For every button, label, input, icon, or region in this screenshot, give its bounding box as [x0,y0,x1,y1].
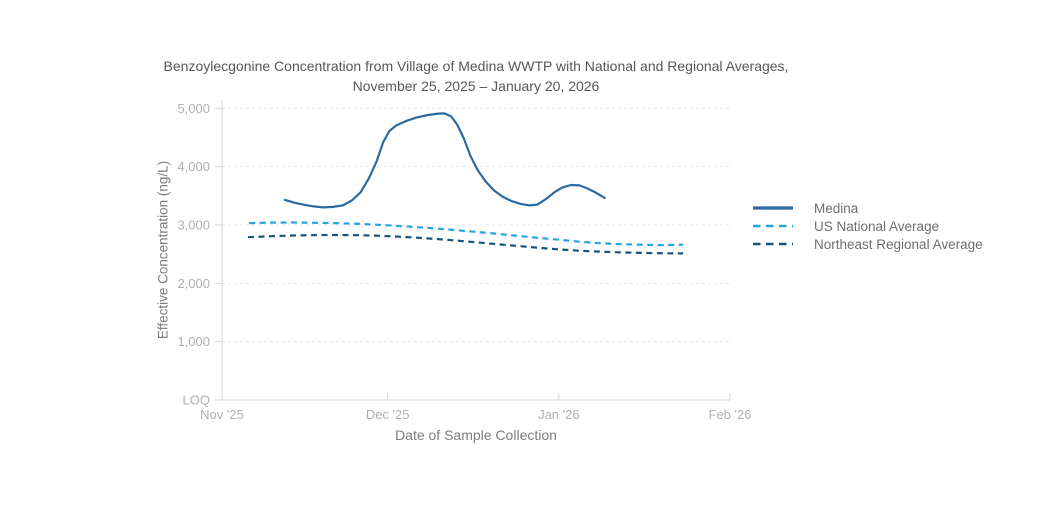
legend-item-medina[interactable]: Medina [752,199,983,217]
series-line-medina[interactable] [283,112,606,209]
x-tick-label-dec-25: Dec '25 [366,407,410,422]
x-tick-label-nov-25: Nov '25 [200,407,244,422]
legend: Medina US National Average Northeast Regio… [752,199,983,253]
y-axis-title: Effective Concentration (ng/L) [155,160,171,340]
y-tick-label-2-000: 2,000 [177,276,210,291]
legend-item-us-national-average[interactable]: US National Average [752,217,983,235]
y-tick-label-4-000: 4,000 [177,159,210,174]
x-axis-title: Date of Sample Collection [395,427,557,443]
x-tick-label-jan-26: Jan '26 [538,407,580,422]
y-tick-label-1-000: 1,000 [177,334,210,349]
legend-label-us-national-average: US National Average [814,218,940,234]
y-tick-label-3-000: 3,000 [177,217,210,232]
legend-label-medina: Medina [814,200,859,216]
y-tick-label-loq: LOQ [183,393,210,408]
legend-item-northeast-regional-average[interactable]: Northeast Regional Average [752,235,983,253]
chart-title-line1: Benzoylecgonine Concentration from Villa… [163,58,789,74]
series-line-northeast-regional-average[interactable] [247,233,684,255]
legend-swatch-medina-line-icon [752,205,794,211]
legend-swatch-northeast-regional-average-line-icon [752,241,794,247]
chart-title-line2: November 25, 2025 – January 20, 2026 [352,78,600,94]
legend-swatch-us-national-average-line-icon [752,223,794,229]
x-tick-label-feb-26: Feb '26 [709,407,752,422]
chart-title: Benzoylecgonine Concentration from Villa… [96,56,856,96]
legend-label-northeast-regional-average: Northeast Regional Average [814,236,983,252]
series-line-us-national-average[interactable] [249,221,684,247]
y-tick-label-5-000: 5,000 [177,101,210,116]
